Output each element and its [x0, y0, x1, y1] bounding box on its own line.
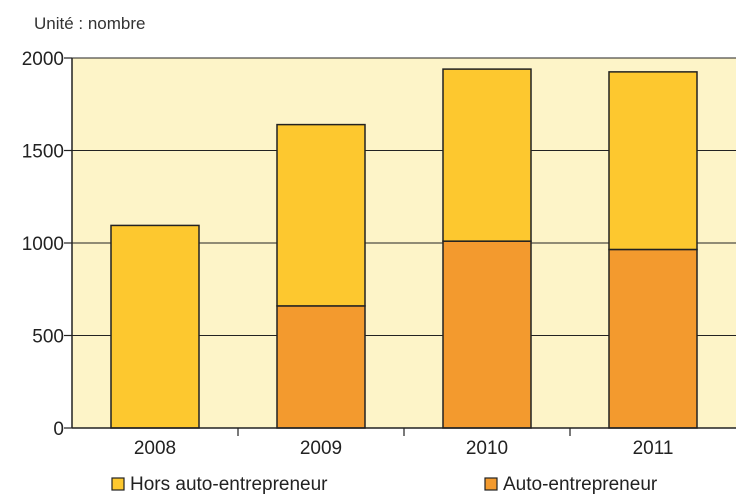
y-axis-ticks: 0 500 1000 1500 2000: [22, 49, 72, 440]
legend-label: Hors auto-entrepreneur: [130, 474, 328, 495]
y-tick-label: 0: [53, 419, 64, 440]
bar-segment: [276, 305, 366, 429]
legend-swatch: [111, 477, 125, 491]
bar-segment: [442, 68, 532, 242]
x-tick-label: 2011: [633, 438, 674, 459]
legend: Hors auto-entrepreneur Auto-entrepreneur: [111, 474, 658, 495]
bar-segment: [608, 248, 698, 429]
bar-segment: [276, 123, 366, 307]
y-tick-label: 500: [32, 327, 64, 348]
bar-segment: [110, 224, 200, 429]
x-tick-label: 2010: [466, 438, 508, 459]
y-tick-label: 1000: [22, 234, 64, 255]
y-tick-label: 2000: [22, 49, 64, 70]
x-tick-label: 2008: [134, 438, 176, 459]
x-tick-label: 2009: [300, 438, 342, 459]
unit-label: Unité : nombre: [34, 14, 146, 33]
legend-swatch: [484, 477, 498, 491]
x-axis-ticks: 2008 2009 2010 2011: [134, 428, 674, 459]
bars: [110, 68, 698, 429]
legend-label: Auto-entrepreneur: [503, 474, 658, 495]
bar-segment: [442, 240, 532, 429]
bar-segment: [608, 71, 698, 251]
y-tick-label: 1500: [22, 142, 64, 163]
